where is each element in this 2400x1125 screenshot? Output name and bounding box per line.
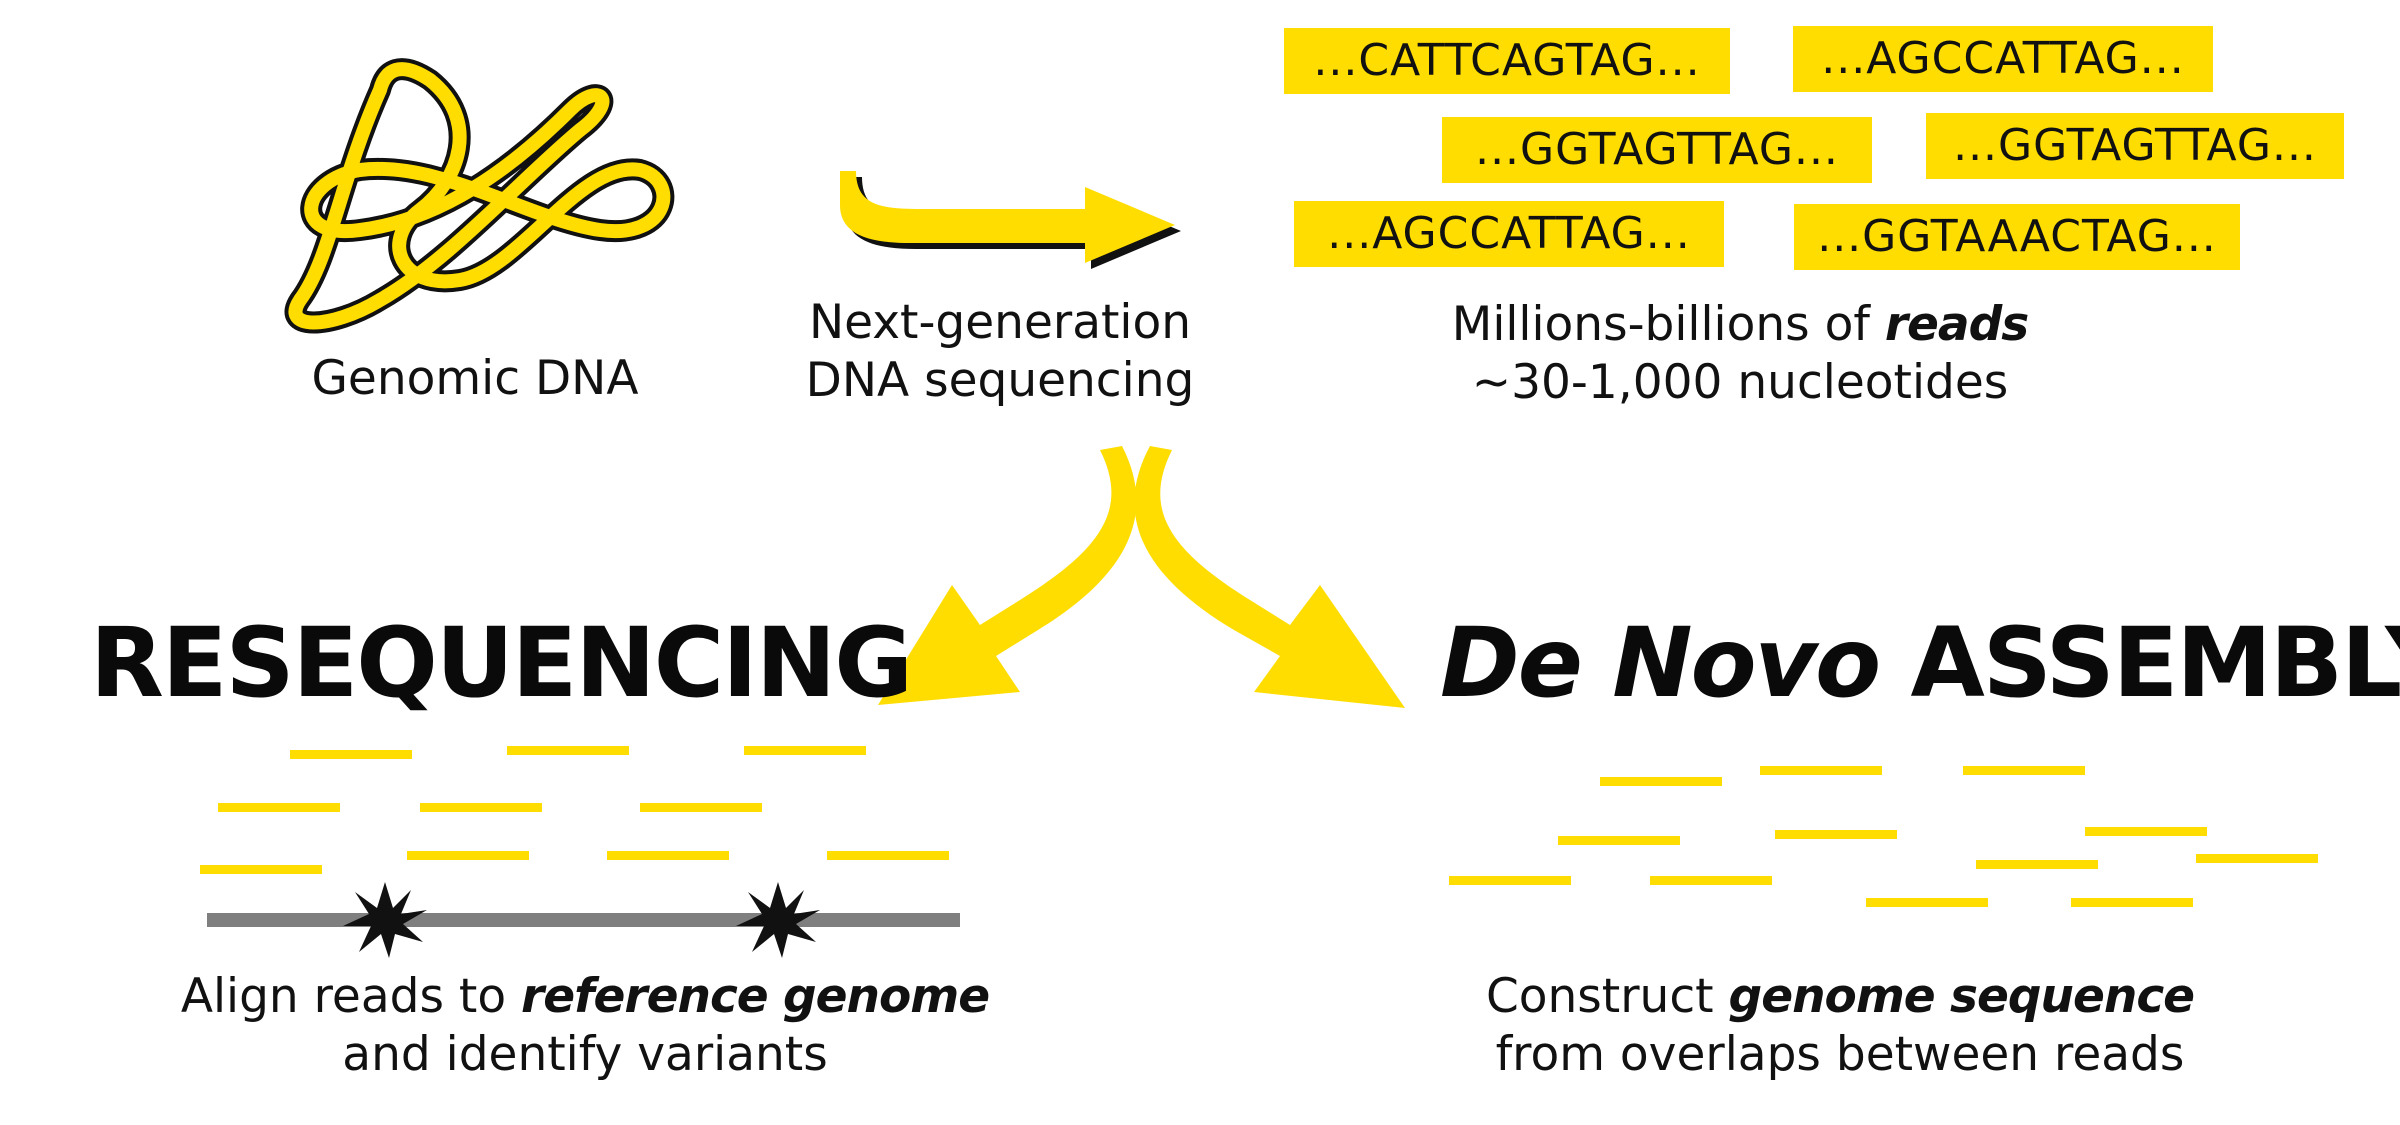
aligned-read (640, 803, 762, 812)
read-3: ...GGTAGTTAG... (1442, 117, 1872, 183)
reads-label-line2: ~30-1,000 nucleotides (1471, 355, 2009, 410)
aligned-read (200, 865, 322, 874)
resequencing-caption-line2: and identify variants (342, 1027, 828, 1082)
ngs-label: Next-generation DNA sequencing (780, 294, 1220, 410)
overlapping-read (2071, 898, 2193, 907)
aligned-read (827, 851, 949, 860)
read-4: ...GGTAGTTAG... (1926, 113, 2344, 179)
denovo-caption-line1: Construct genome sequence (1430, 968, 2250, 1026)
right-arrow-icon (840, 171, 1181, 269)
read-2: ...AGCCATTAG... (1793, 26, 2213, 92)
aligned-read (290, 750, 412, 759)
variant-burst-icon (343, 882, 427, 958)
overlapping-read (1963, 766, 2085, 775)
denovo-caption-line2: from overlaps between reads (1495, 1027, 2185, 1082)
aligned-read (744, 746, 866, 755)
overlapping-read (1558, 836, 1680, 845)
overlapping-read (1449, 876, 1571, 885)
resequencing-title: RESEQUENCING (90, 607, 913, 719)
denovo-caption: Construct genome sequence from overlaps … (1430, 968, 2250, 1084)
reads-label: Millions-billions of reads ~30-1,000 nuc… (1380, 296, 2100, 412)
curved-arrow-right-icon (1134, 446, 1405, 708)
overlapping-read (1775, 830, 1897, 839)
resequencing-caption: Align reads to reference genome and iden… (160, 968, 1010, 1084)
reads-label-line1: Millions-billions of reads (1380, 296, 2100, 354)
read-5: ...AGCCATTAG... (1294, 201, 1724, 267)
aligned-read (218, 803, 340, 812)
ngs-label-line1: Next-generation (808, 295, 1192, 350)
overlapping-read (2196, 854, 2318, 863)
resequencing-caption-line1: Align reads to reference genome (160, 968, 1010, 1026)
denovo-caption-prefix: Construct (1485, 969, 1729, 1024)
ngs-label-line2: DNA sequencing (805, 353, 1195, 408)
aligned-read (407, 851, 529, 860)
denovo-title-rest: ASSEMBLY (1879, 607, 2400, 719)
overlapping-read (1760, 766, 1882, 775)
aligned-read (420, 803, 542, 812)
overlapping-read (1600, 777, 1722, 786)
denovo-title-italic: De Novo (1440, 607, 1881, 719)
dna-tangle-icon (284, 58, 675, 334)
genomic-dna-label: Genomic DNA (311, 351, 639, 406)
overlapping-read (2085, 827, 2207, 836)
reference-genome-bar (207, 913, 960, 927)
reads-label-bold: reads (1884, 297, 2029, 352)
variant-burst-icon (736, 882, 820, 958)
denovo-title: De Novo ASSEMBLY (1440, 608, 2400, 718)
aligned-read (507, 746, 629, 755)
denovo-caption-bold: genome sequence (1728, 969, 2196, 1024)
overlapping-read (1976, 860, 2098, 869)
aligned-read (607, 851, 729, 860)
resequencing-caption-prefix: Align reads to (180, 969, 522, 1024)
resequencing-caption-bold: reference genome (521, 969, 990, 1024)
overlapping-read (1650, 876, 1772, 885)
curved-arrow-left-icon (878, 446, 1137, 705)
read-6: ...GGTAAACTAG... (1794, 204, 2240, 270)
overlapping-read (1866, 898, 1988, 907)
read-1: ...CATTCAGTAG... (1284, 28, 1730, 94)
reads-label-prefix: Millions-billions of (1451, 297, 1885, 352)
